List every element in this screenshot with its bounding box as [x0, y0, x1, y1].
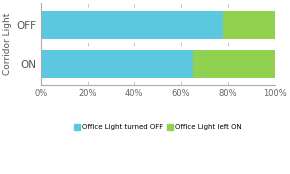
Y-axis label: Corridor Light: Corridor Light — [3, 13, 12, 75]
Bar — [41, 11, 223, 39]
Bar — [41, 50, 193, 78]
Bar — [223, 11, 275, 39]
Bar — [193, 50, 275, 78]
Legend: Office Light turned OFF, Office Light left ON: Office Light turned OFF, Office Light le… — [74, 124, 242, 130]
